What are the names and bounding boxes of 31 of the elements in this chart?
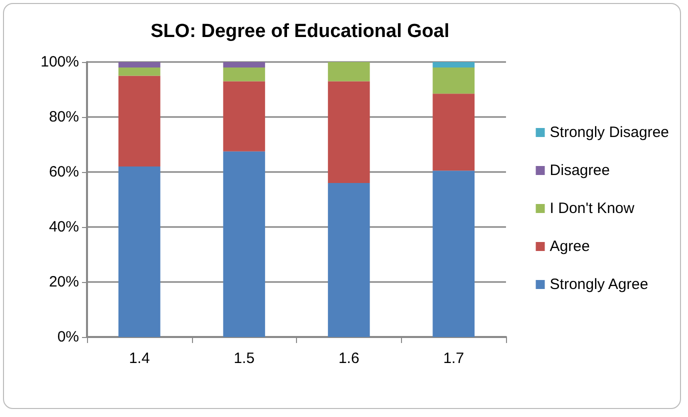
bar: [328, 81, 370, 183]
y-tick-label: 40%: [48, 218, 79, 236]
bar: [432, 94, 475, 171]
chart-title: SLO: Degree of Educational Goal: [150, 21, 450, 42]
bar: [328, 183, 370, 337]
y-tick-label: 0%: [57, 328, 79, 346]
y-tick-label: 80%: [48, 108, 79, 126]
bar: [223, 81, 266, 152]
bar: [328, 62, 370, 82]
y-tick-label: 20%: [48, 274, 79, 290]
bar: [432, 68, 475, 94]
bar: [223, 62, 266, 68]
y-tick-label: 60%: [48, 164, 79, 180]
bar: [432, 62, 475, 68]
y-tick-label: 100%: [40, 54, 79, 70]
legend-label: Strongly Disagree: [550, 124, 670, 141]
x-tick-label: 1.4: [128, 350, 150, 367]
x-tick-label: 1.6: [338, 350, 360, 367]
legend-label: I Don't Know: [550, 200, 635, 217]
x-tick-label: 1.5: [234, 350, 255, 367]
legend-label: Disagree: [550, 162, 610, 179]
legend-label: Agree: [550, 238, 590, 255]
bar: [118, 68, 160, 76]
bar: [118, 76, 160, 166]
bar: [223, 151, 266, 337]
bar: [118, 166, 160, 337]
bar: [118, 62, 160, 68]
legend-label: Strongly Agree: [550, 276, 648, 293]
bar: [223, 68, 266, 82]
bar: [432, 170, 475, 337]
x-tick-label: 1.7: [443, 350, 464, 367]
